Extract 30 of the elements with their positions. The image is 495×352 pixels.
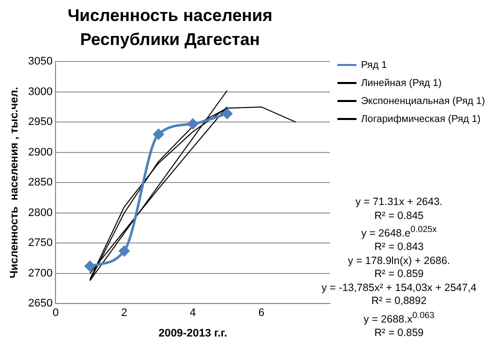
text: y = 178.9ln(x) + 2686. <box>346 254 452 268</box>
y-tick-label: 2850 <box>28 176 53 189</box>
text: y = 71.31x + 2643. <box>354 196 444 210</box>
legend-label: Логарифмическая (Ряд 1) <box>360 114 481 125</box>
x-tick-label: 4 <box>190 307 196 320</box>
text: R² = 0.843 <box>373 241 425 254</box>
y-tick-label: 2750 <box>28 237 53 250</box>
y-tick-label: 3000 <box>28 86 53 98</box>
legend-label: Ряд 1 <box>360 60 388 71</box>
y-tick-label: 3050 <box>28 56 53 68</box>
text: R² = 0.859 <box>373 268 425 282</box>
y-tick-label: 2950 <box>28 116 53 128</box>
y-tick-label: 2650 <box>28 298 53 310</box>
x-axis-title: 2009-2013 г.г. <box>158 327 228 340</box>
chart-title: Численность населения Республики Дагестан <box>66 5 274 51</box>
text: y = 2688.x$^{0.063}$ <box>362 308 436 326</box>
legend-label: Экспоненциальная (Ряд 1) <box>360 96 486 107</box>
text: R² = 0.845 <box>373 210 425 223</box>
y-axis-title: Численность населения , тыс.чел. <box>8 86 21 278</box>
legend-label: Линейная (Ряд 1) <box>360 78 442 89</box>
x-tick-label: 6 <box>258 307 264 320</box>
annotation: y = -13,785x² + 154,03x + 2547,4 <box>320 282 478 295</box>
y-tick-label: 2700 <box>28 267 53 280</box>
text: y = 2648.e$^{0.025x}$ <box>360 223 438 241</box>
text: R² = 0.859 <box>373 326 425 340</box>
text: R² = 0,8892 <box>370 295 428 308</box>
y-tick-label: 2900 <box>28 146 53 158</box>
x-tick-label: 0 <box>52 307 59 320</box>
x-tick-label: 2 <box>121 307 128 320</box>
y-tick-label: 2800 <box>28 206 53 219</box>
